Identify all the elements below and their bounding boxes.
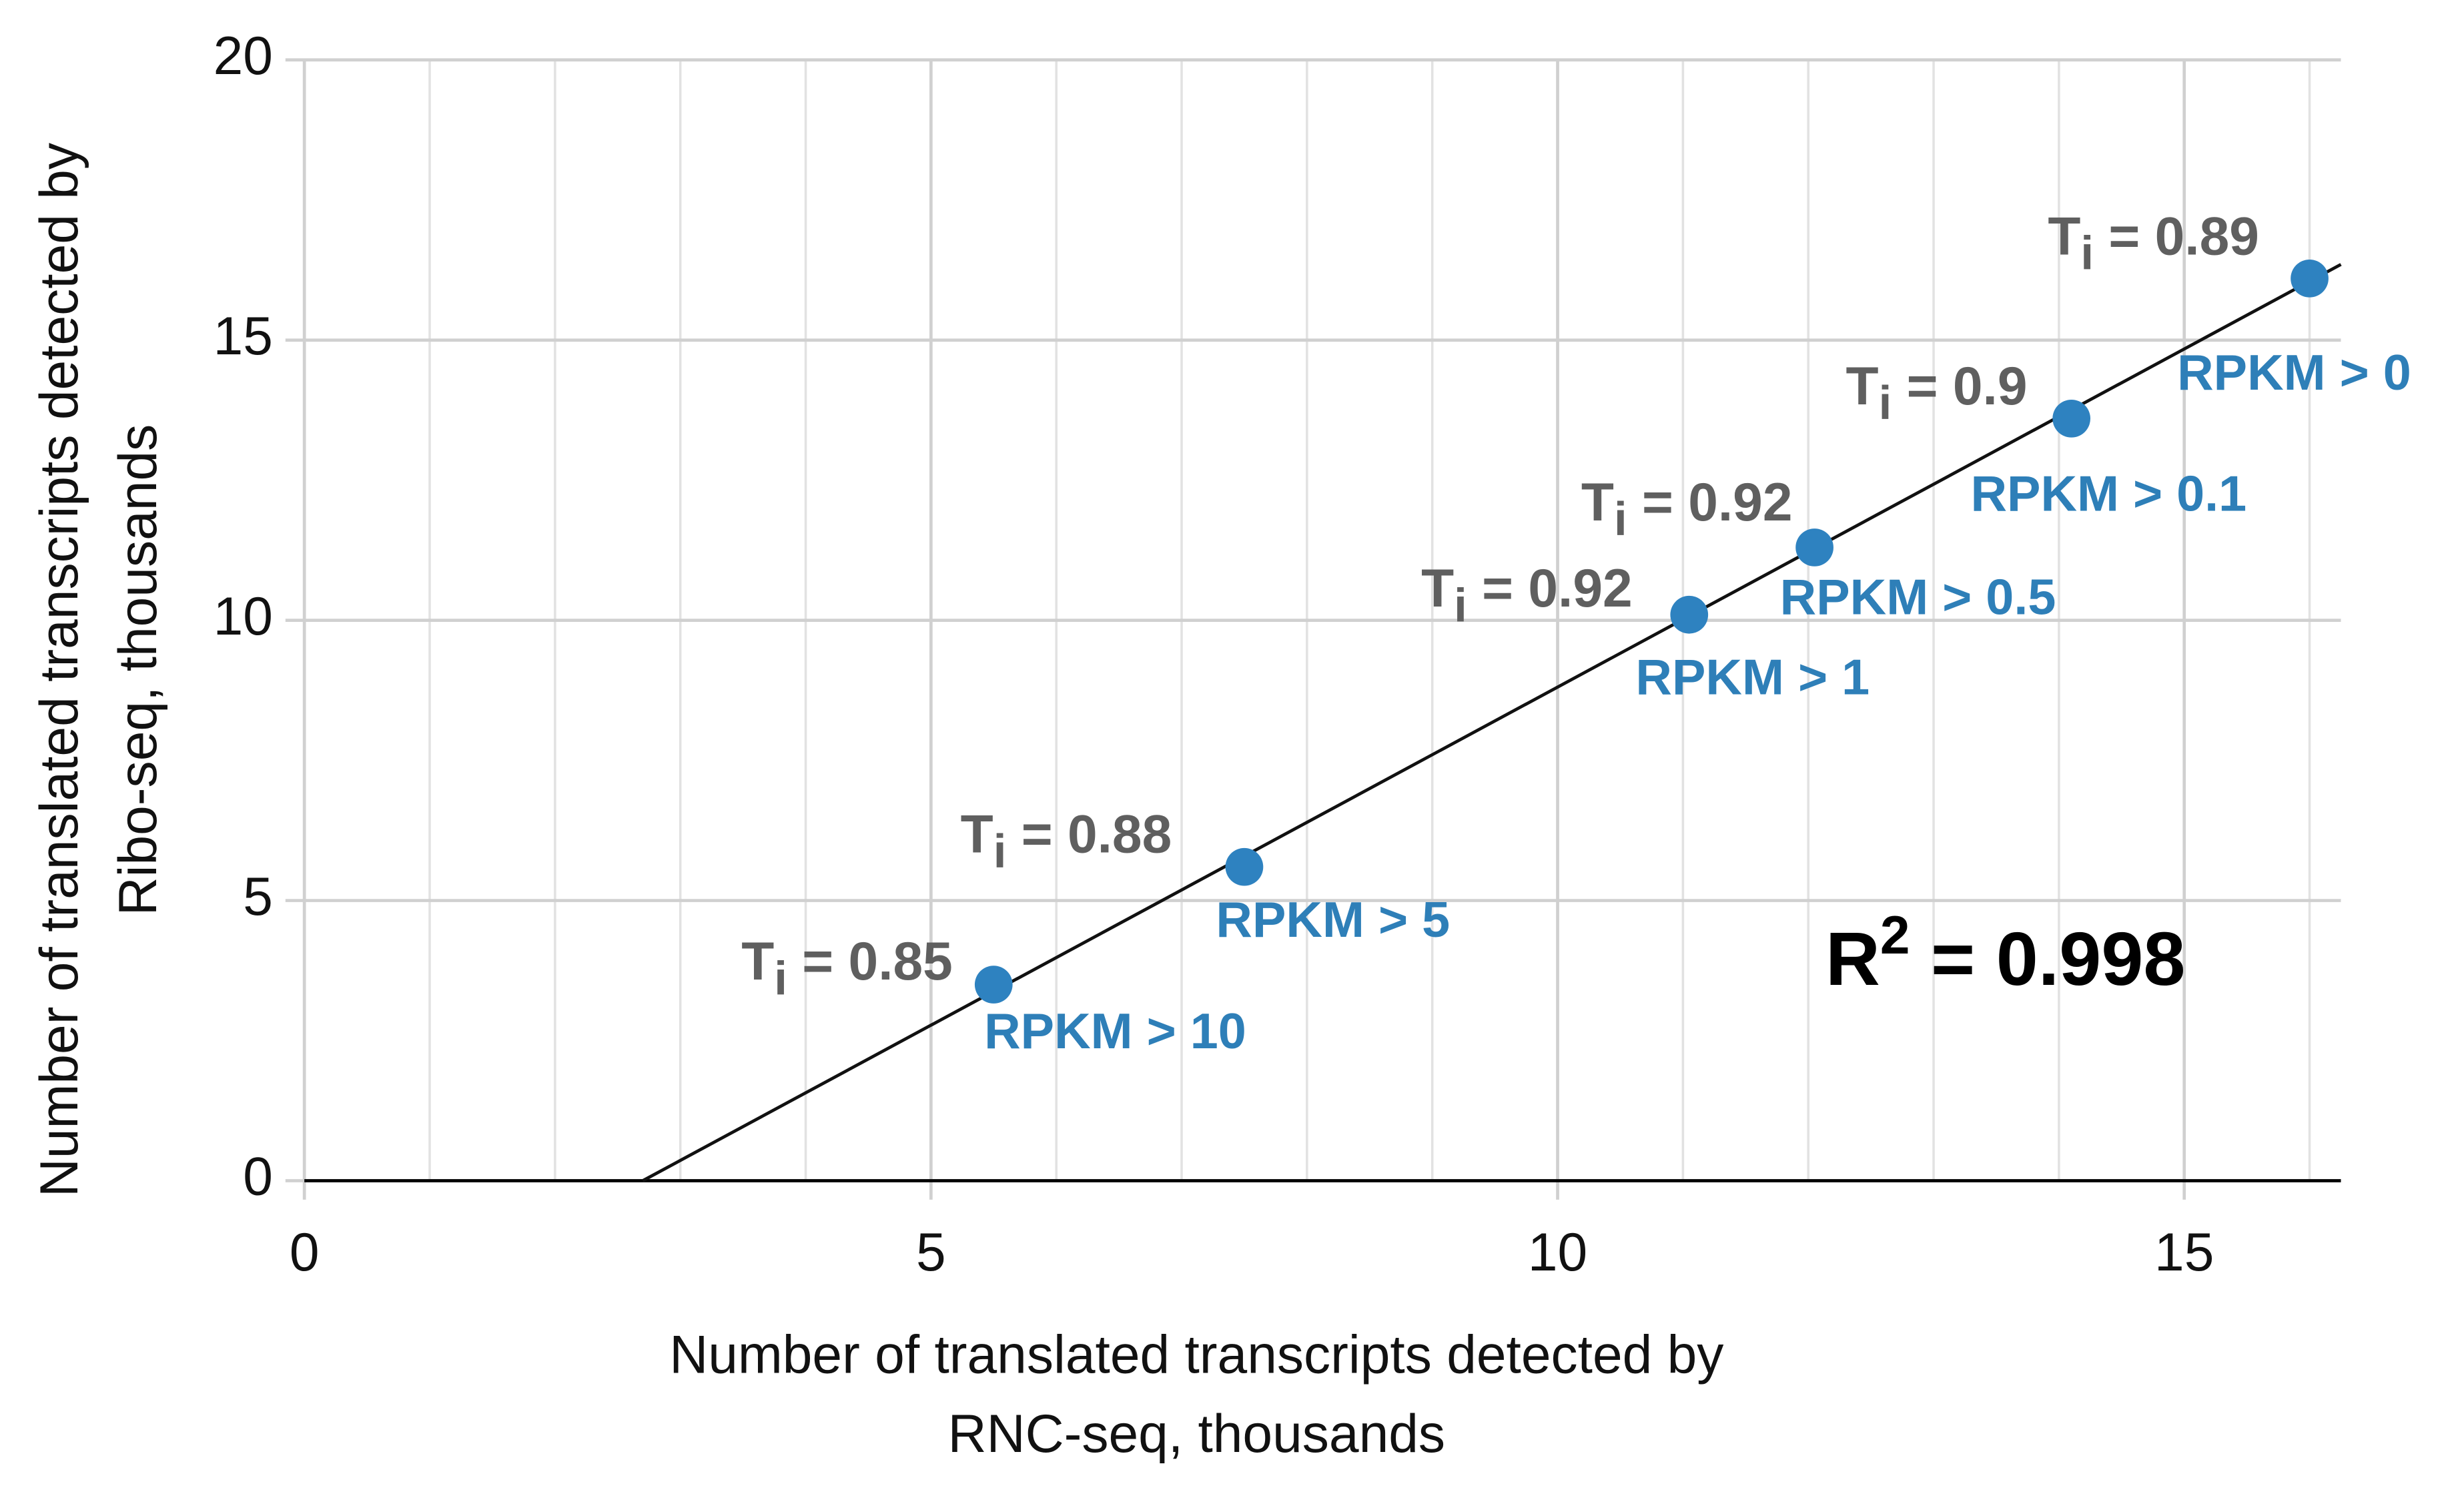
ti-value: = 0.92 (1467, 558, 1633, 619)
point (2291, 259, 2329, 298)
ti-value: = 0.85 (787, 931, 953, 992)
ti-label: Ti = 0.92 (1581, 472, 1793, 545)
filter-label: RPKM > 10 (984, 1004, 1246, 1060)
filter-label: RPKM > 0.1 (1970, 466, 2246, 522)
filter-label: RPKM > 1 (1635, 649, 1870, 705)
filter-label: RPKM > 0.5 (1780, 570, 2056, 626)
r-value: = 0.998 (1910, 917, 2186, 1002)
ti-subscript: i (2080, 227, 2094, 280)
y-tick-label: 0 (243, 1147, 273, 1207)
x-tick-label: 0 (290, 1222, 320, 1282)
ti-value: = 0.89 (2094, 207, 2259, 267)
ti-symbol: T (2048, 207, 2080, 267)
ti-label: Ti = 0.9 (1846, 356, 2028, 429)
r-symbol: R (1825, 917, 1880, 1002)
ti-subscript: i (993, 825, 1007, 877)
ti-subscript: i (774, 952, 787, 1005)
y-axis-label: Ribo-seq, thousands (108, 424, 168, 916)
ti-value: = 0.92 (1627, 472, 1793, 532)
point (2052, 399, 2091, 438)
y-axis-label: Number of translated transcripts detecte… (29, 143, 89, 1197)
y-tick-label: 10 (214, 587, 273, 647)
ti-symbol: T (961, 805, 993, 865)
point (1795, 528, 1833, 567)
ti-symbol: T (1846, 356, 1879, 416)
ti-symbol: T (1581, 472, 1614, 532)
ti-value: = 0.9 (1892, 356, 2027, 416)
ti-symbol: T (741, 931, 774, 992)
x-tick-label: 10 (1528, 1222, 1587, 1282)
point (1225, 847, 1264, 886)
ti-label: Ti = 0.85 (741, 931, 953, 1004)
ti-label: Ti = 0.89 (2048, 207, 2259, 280)
r-squared: R2 = 0.998 (1825, 905, 2185, 1002)
ti-symbol: T (1421, 558, 1454, 619)
x-axis-label: Number of translated transcripts detecte… (669, 1325, 1723, 1385)
x-tick-label: 5 (916, 1222, 946, 1282)
ti-label: Ti = 0.92 (1421, 558, 1633, 631)
y-tick-label: 5 (243, 867, 273, 927)
ti-subscript: i (1454, 579, 1467, 632)
y-tick-label: 15 (214, 306, 273, 366)
y-tick-label: 20 (214, 26, 273, 86)
ti-value: = 0.88 (1006, 805, 1172, 865)
ti-subscript: i (1879, 376, 1892, 429)
r-superscript: 2 (1880, 905, 1910, 966)
trendline (642, 263, 2342, 1182)
ti-label: Ti = 0.88 (961, 805, 1172, 877)
filter-label: RPKM > 0 (2177, 345, 2411, 401)
point (974, 966, 1013, 1004)
point (1670, 595, 1709, 634)
ti-subscript: i (1614, 492, 1627, 545)
filter-label: RPKM > 5 (1216, 892, 1450, 948)
x-tick-label: 15 (2154, 1222, 2214, 1282)
x-axis-label: RNC-seq, thousands (948, 1404, 1445, 1464)
